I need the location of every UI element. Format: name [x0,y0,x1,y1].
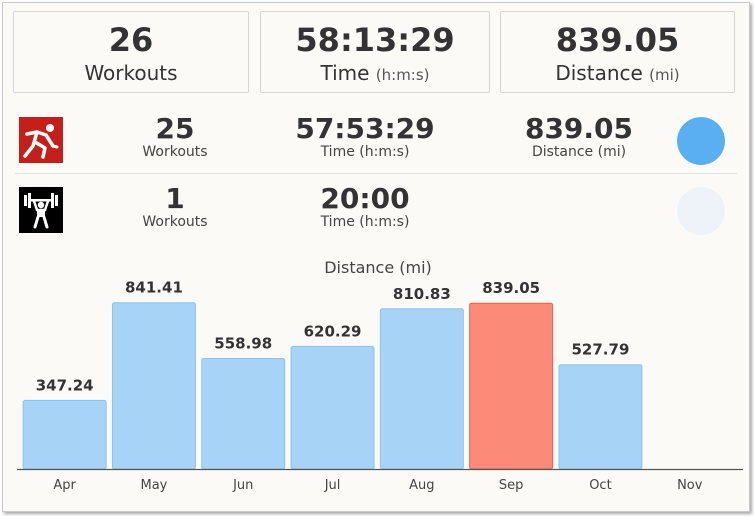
weightlifting-time-value: 20:00 [320,182,410,215]
weightlifting-icon [19,187,63,233]
running-workouts-label: Workouts [142,144,208,160]
x-tick-jun: Jun [232,478,253,493]
bar-may [111,302,196,470]
bar-label-sep: 839.05 [482,279,540,297]
bar-label-oct: 527.79 [572,341,630,359]
workouts-card: 26 Workouts [13,11,249,93]
running-distance-value: 839.05 [524,112,634,145]
running-time-stat: 57:53:29 Time (h:m:s) [285,112,445,160]
total-distance-label: Distance [555,61,643,85]
bar-label-may: 841.41 [125,279,183,297]
running-time-value: 57:53:29 [295,112,435,145]
bar-jun [201,358,286,470]
activity-row-weightlifting[interactable]: 1 Workouts 20:00 Time (h:m:s) [15,179,737,243]
bar-label-jul: 620.29 [304,322,362,340]
running-share-dot [677,117,725,165]
weightlifting-time-stat: 20:00 Time (h:m:s) [297,182,433,230]
running-workouts-value: 25 [155,112,195,145]
running-icon [19,117,63,163]
running-time-label: Time (h:m:s) [320,144,410,160]
total-time-unit: (h:m:s) [375,66,430,84]
bar-label-apr: 347.24 [36,376,94,394]
total-workouts-label: Workouts [84,61,178,85]
bar-aug [379,308,464,470]
running-workouts-stat: 25 Workouts [127,112,223,160]
total-workouts-value: 26 [108,21,154,59]
weightlifting-workouts-value: 1 [165,182,185,215]
x-tick-aug: Aug [409,478,434,493]
weightlifting-time-label: Time (h:m:s) [320,214,410,230]
bar-label-jun: 558.98 [214,335,272,353]
x-tick-sep: Sep [499,478,524,493]
weightlifting-share-dot [677,187,725,235]
chart-title: Distance (mi) [324,258,432,277]
distance-bar-chart: 347.24 Apr 841.41 May 558.98 Jun 620.29 Jul 810.… [17,279,743,493]
total-time-label: Time [320,61,370,85]
x-tick-apr: Apr [53,478,76,493]
x-tick-oct: Oct [589,478,611,493]
running-distance-label: Distance (mi) [531,144,627,160]
total-distance-value: 839.05 [555,21,680,59]
time-card: 58:13:29 Time (h:m:s) [260,11,490,93]
activity-row-running[interactable]: 25 Workouts 57:53:29 Time (h:m:s) 839.05… [15,109,737,174]
bar-jul [290,345,375,470]
weightlifting-workouts-label: Workouts [142,214,208,230]
total-distance-unit: (mi) [649,66,680,84]
bar-apr [22,399,107,470]
distance-card: 839.05 Distance (mi) [500,11,735,93]
bar-label-aug: 810.83 [393,285,451,303]
x-tick-jul: Jul [324,478,341,493]
x-tick-nov: Nov [677,478,703,493]
total-time-value: 58:13:29 [295,21,455,59]
bar-oct [558,364,643,470]
weightlifting-workouts-stat: 1 Workouts [127,182,223,230]
x-tick-may: May [141,478,168,493]
running-distance-stat: 839.05 Distance (mi) [511,112,647,160]
bar-sep [469,302,554,470]
